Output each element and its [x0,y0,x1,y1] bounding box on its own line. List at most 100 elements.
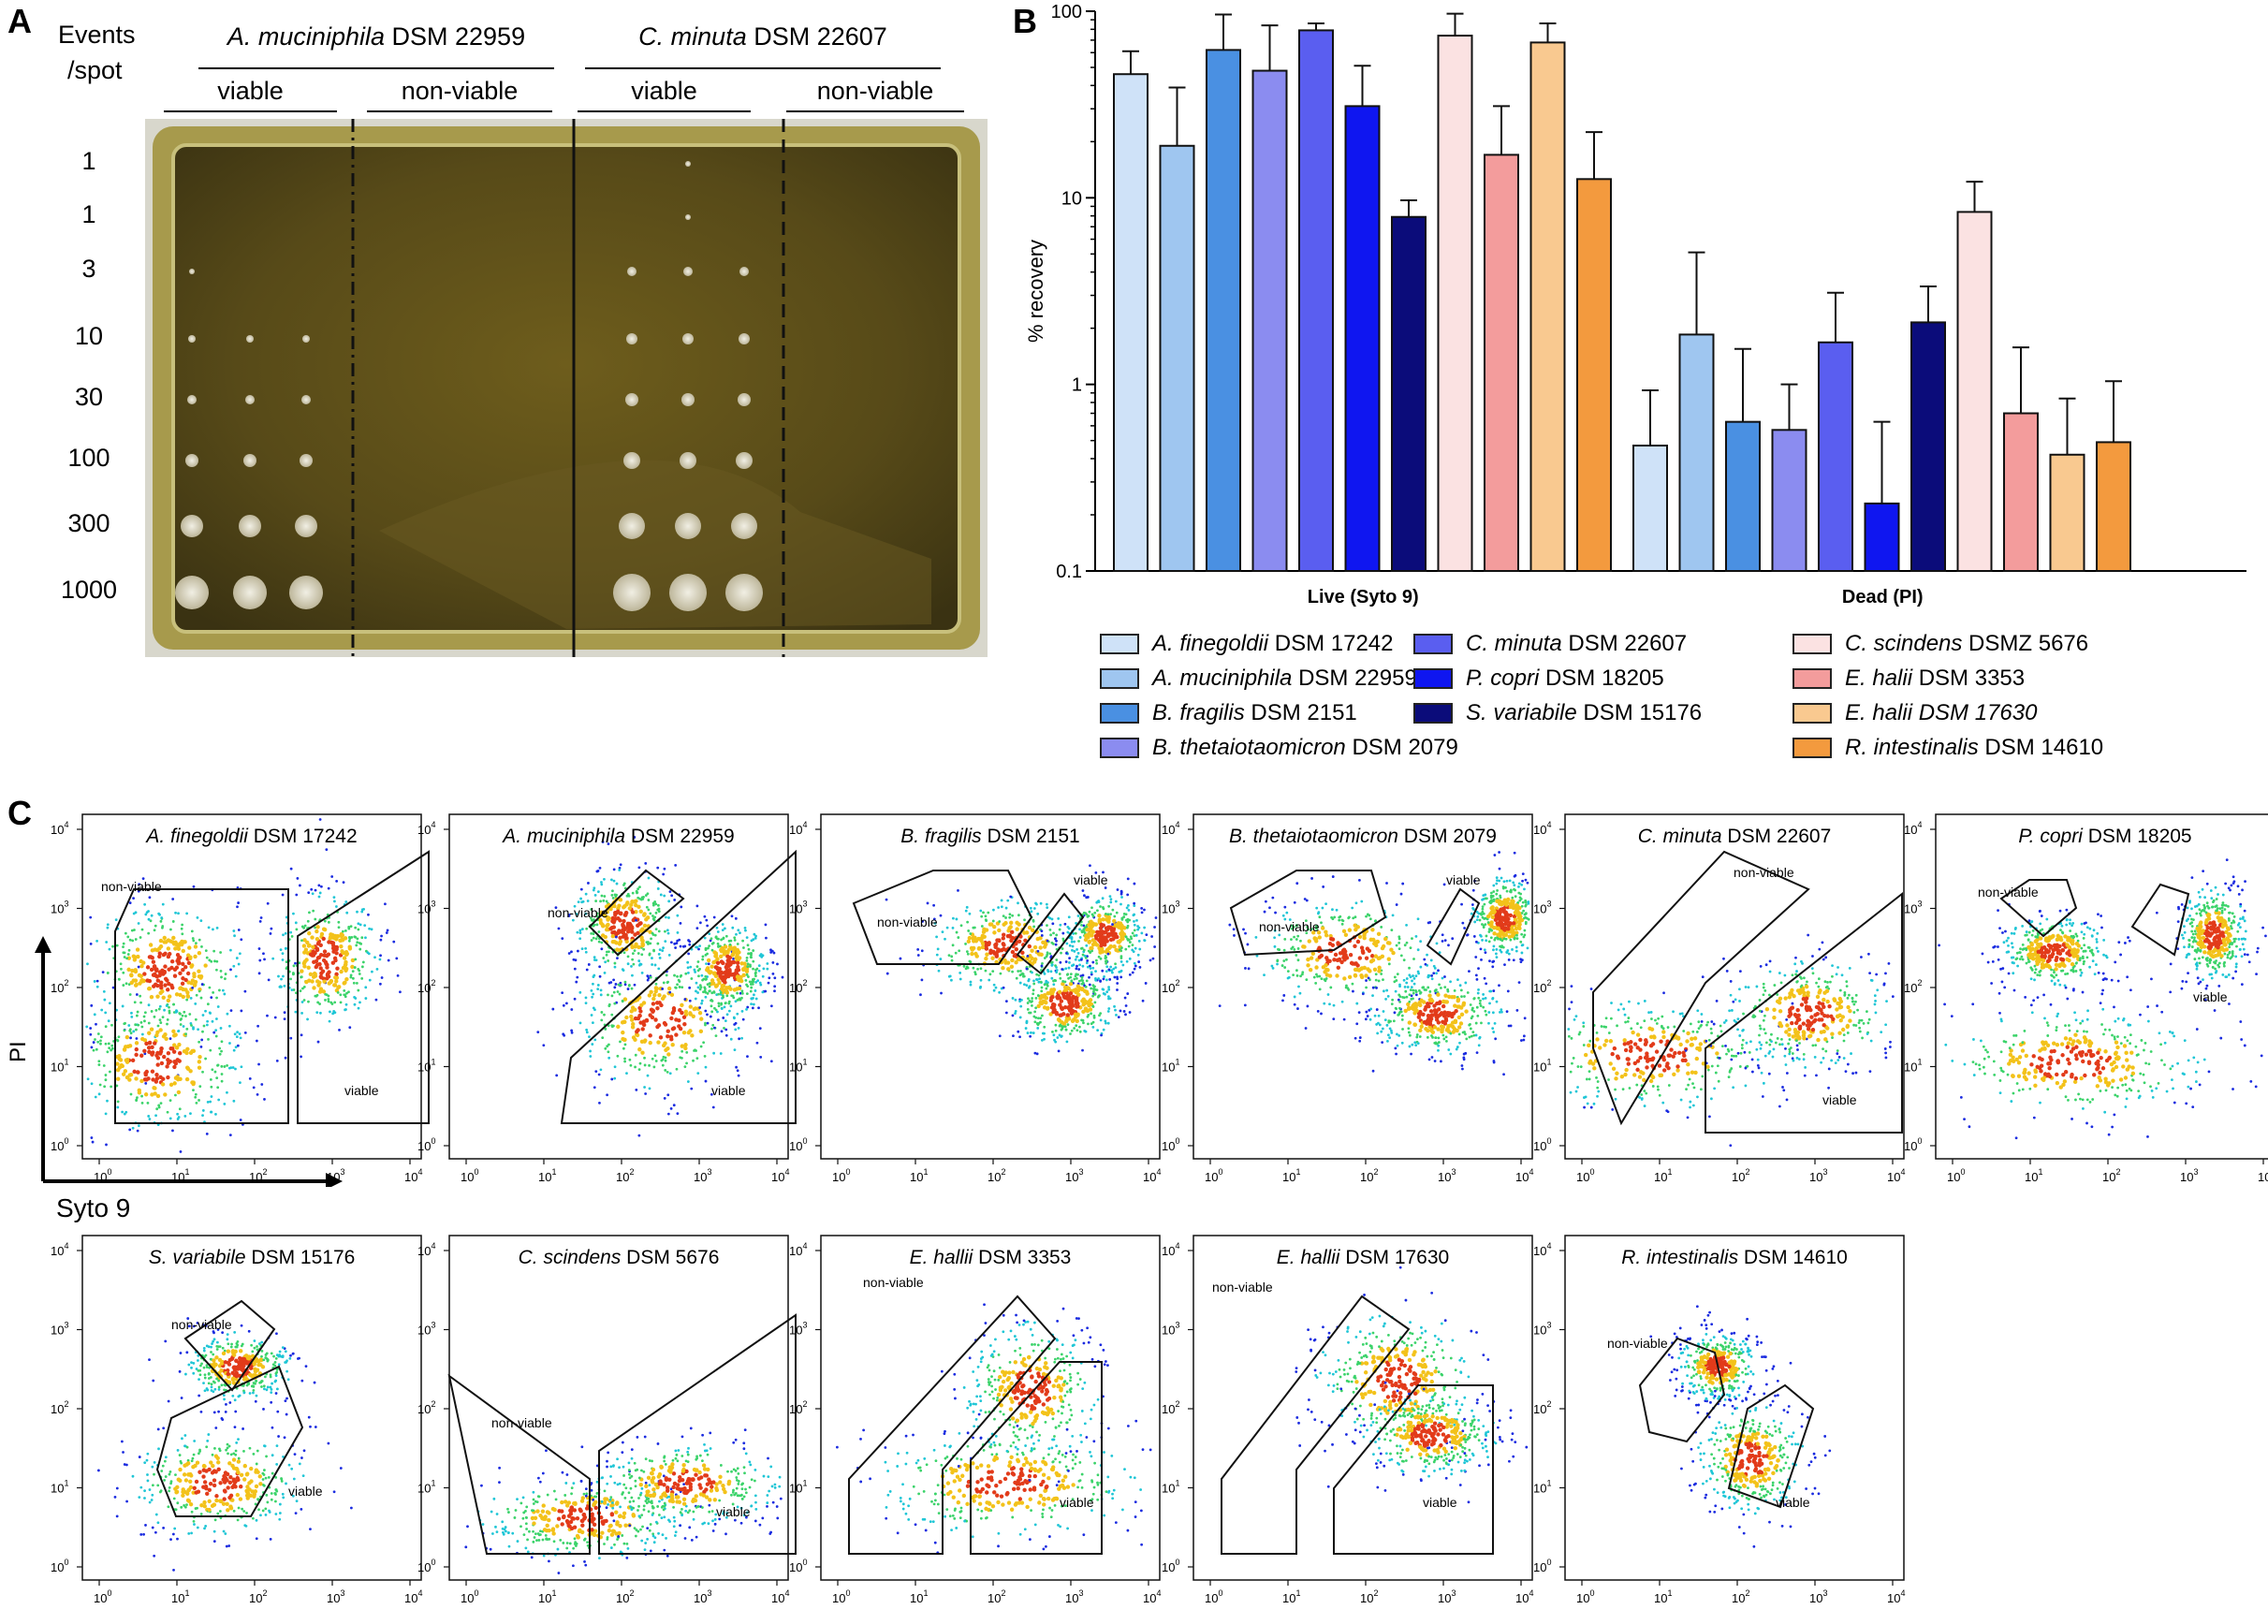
event-dot [257,1063,260,1066]
event-dot [657,1023,661,1027]
event-dot [149,943,153,946]
bar [1911,322,1945,571]
event-dot [1295,969,1298,972]
event-dot [1659,1039,1662,1043]
event-dot [1519,893,1522,896]
event-dot [1025,930,1029,934]
event-dot [1247,944,1250,946]
event-dot [1496,879,1499,882]
event-dot [1420,1025,1424,1029]
event-dot [1449,980,1452,983]
event-dot [354,997,357,1000]
event-dot [1037,952,1041,956]
event-dot [747,944,750,946]
event-dot [1296,1007,1299,1010]
event-dot [758,964,761,967]
event-dot [1072,988,1075,992]
event-dot [776,963,779,966]
event-dot [705,962,708,965]
event-dot [717,943,720,945]
event-dot [1078,928,1081,930]
event-dot [610,894,613,897]
event-dot [159,1049,163,1053]
event-dot [1496,889,1499,892]
event-dot [277,975,280,978]
event-dot [139,1054,143,1058]
event-dot [201,983,204,986]
event-dot [676,1068,679,1071]
event-dot [1095,959,1098,962]
event-dot [1407,1027,1410,1030]
event-dot [946,927,949,929]
event-dot [1092,922,1096,926]
event-dot [1412,1022,1416,1026]
event-dot [1299,974,1302,977]
bar [2004,414,2038,571]
event-dot [1490,905,1494,909]
event-dot [651,1058,654,1061]
event-dot [1426,1019,1429,1023]
event-dot [216,1086,219,1089]
event-dot [315,995,318,998]
event-dot [1498,909,1501,913]
event-dot [185,1077,189,1081]
legend-species: E. halii DSM 17630 [1845,700,2037,726]
event-dot [1105,990,1108,993]
event-dot [585,996,588,999]
event-dot [1107,988,1110,991]
event-dot [991,970,994,973]
event-dot [1140,907,1143,910]
event-dot [636,924,639,928]
event-dot [1114,1009,1117,1012]
event-dot [1389,1020,1392,1023]
event-dot [624,1043,627,1046]
event-dot [612,940,616,944]
event-dot [1488,930,1491,933]
event-dot [737,929,739,931]
event-dot [561,991,563,994]
event-dot [1151,958,1154,960]
event-dot [664,1097,666,1100]
event-dot [1459,1005,1463,1009]
event-dot [322,937,326,941]
y-tick-label: 101 [51,1058,68,1075]
event-dot [576,931,578,934]
event-dot [1107,913,1110,915]
event-dot [283,985,285,988]
event-dot [1471,1017,1473,1019]
event-dot [1515,934,1518,937]
event-dot [185,1028,188,1031]
event-dot [1304,898,1307,900]
event-dot [998,991,1001,994]
colony [233,576,267,609]
event-dot [177,1090,181,1094]
event-dot [1081,965,1084,968]
event-dot [163,1092,167,1096]
event-dot [1360,900,1363,903]
event-dot [108,1046,110,1049]
bar [2097,442,2130,571]
event-dot [127,953,130,956]
event-dot [172,942,176,945]
event-dot [765,937,768,940]
event-dot [687,952,690,955]
event-dot [667,932,670,935]
event-dot [1510,1025,1513,1028]
event-dot [1717,1064,1719,1067]
event-dot [1630,1027,1632,1030]
event-dot [707,992,710,995]
event-dot [613,1077,616,1080]
event-dot [154,967,158,971]
event-dot [704,990,707,993]
event-dot [758,970,761,973]
event-dot [1090,950,1093,953]
event-dot [630,925,634,929]
event-dot [684,1010,688,1014]
event-dot [622,1000,624,1002]
event-dot [135,938,138,941]
event-dot [1495,893,1498,896]
event-dot [1483,913,1485,915]
event-dot [588,1035,591,1038]
event-dot [327,940,330,944]
x-tick-label: 103 [1438,1167,1456,1184]
